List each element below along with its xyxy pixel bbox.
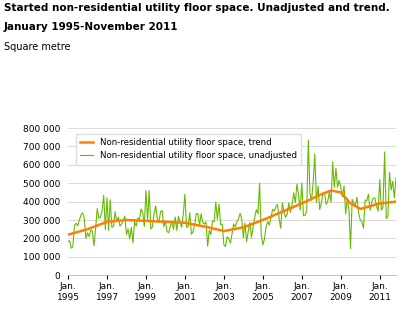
Text: Square metre: Square metre bbox=[4, 42, 70, 52]
Text: January 1995-November 2011: January 1995-November 2011 bbox=[4, 22, 178, 32]
Legend: Non-residential utility floor space, trend, Non-residential utility floor space,: Non-residential utility floor space, tre… bbox=[76, 134, 301, 165]
Text: Started non-residential utility floor space. Unadjusted and trend.: Started non-residential utility floor sp… bbox=[4, 3, 390, 13]
